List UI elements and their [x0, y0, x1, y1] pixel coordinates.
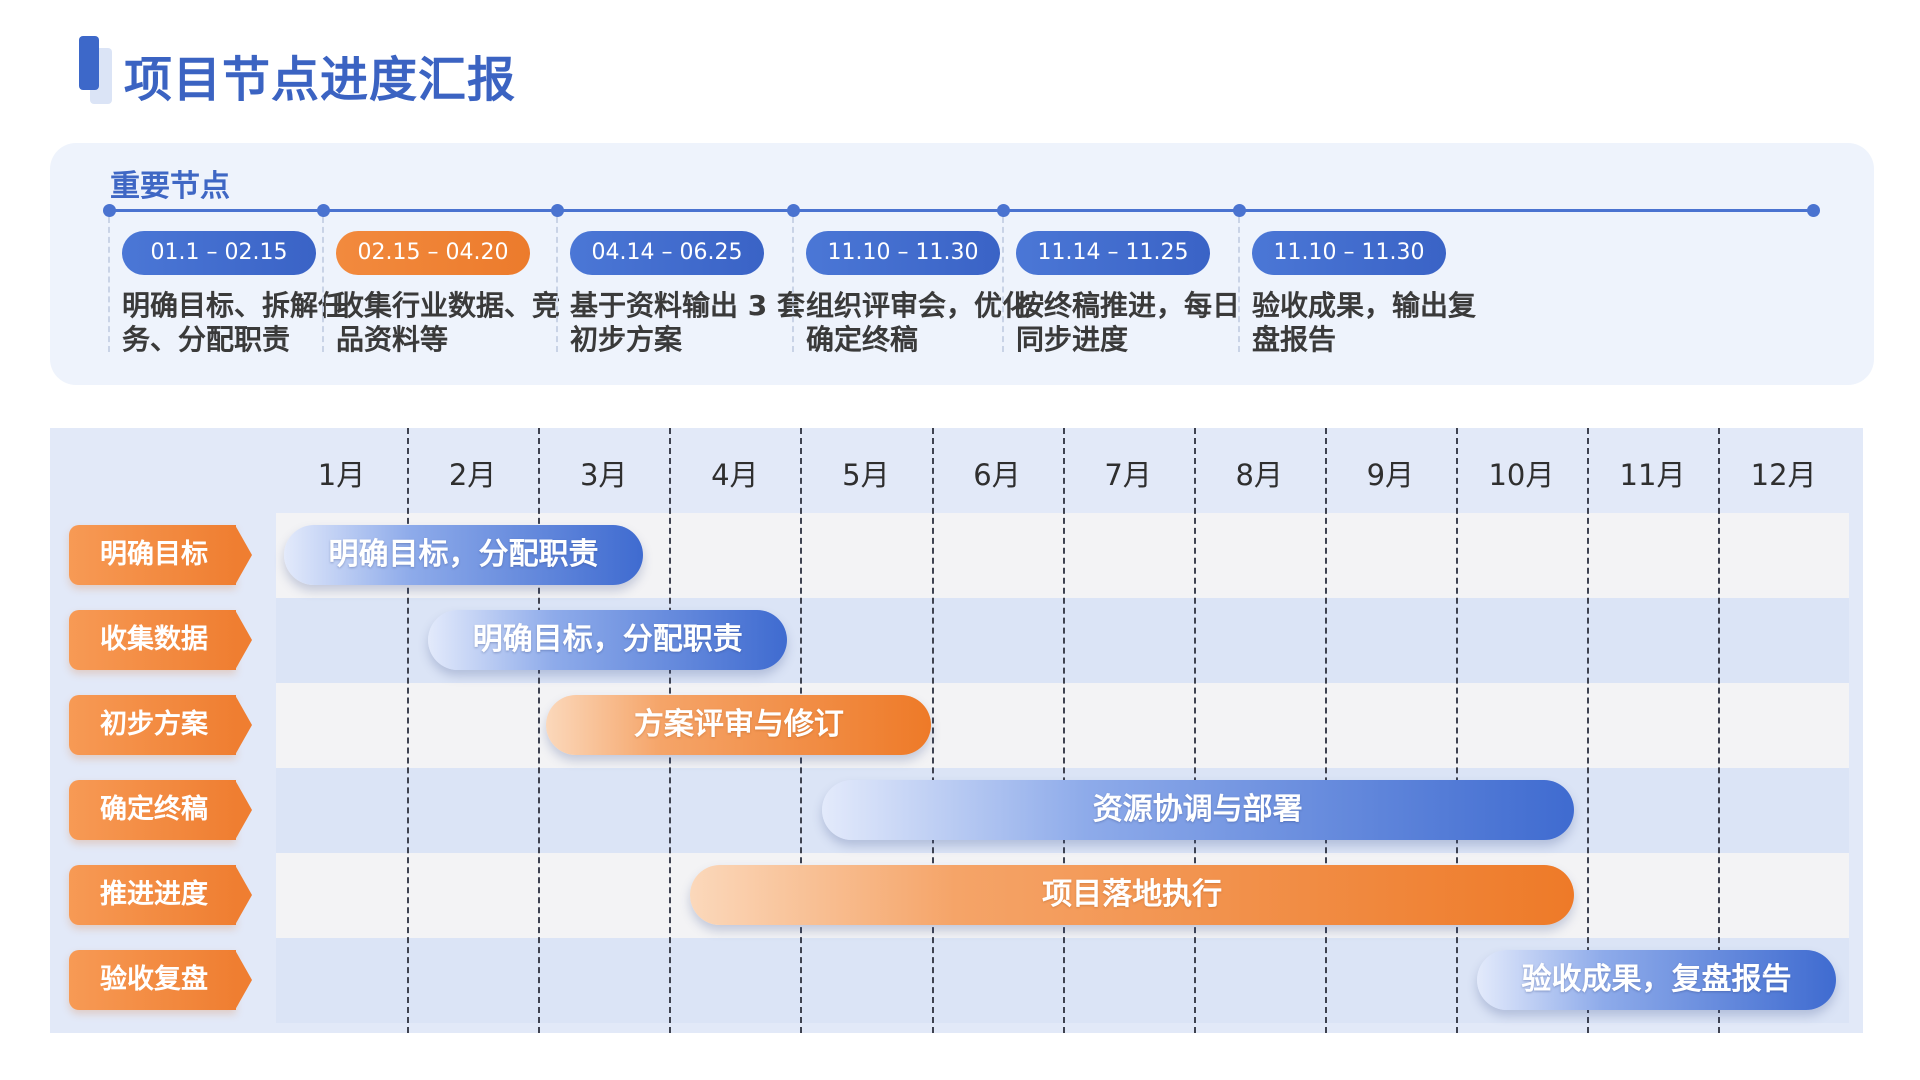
- month-divider: [1194, 428, 1196, 1033]
- row-label-arrow: [235, 780, 252, 840]
- row-label-tag: [69, 610, 236, 670]
- timeline-connector: [108, 217, 110, 352]
- row-label-arrow: [235, 865, 252, 925]
- gantt-row-label: 明确目标: [69, 525, 252, 585]
- title-accent-bar: [79, 36, 99, 90]
- key-nodes-title: 重要节点: [110, 169, 230, 204]
- month-divider: [538, 428, 540, 1033]
- milestone-description: 组织评审会，优化确定终稿: [806, 289, 1031, 356]
- gantt-row-label: 初步方案: [69, 695, 252, 755]
- timeline-connector: [322, 217, 324, 352]
- timeline-connector: [556, 217, 558, 352]
- gantt-row-label: 验收复盘: [69, 950, 252, 1010]
- timeline-connector: [1002, 217, 1004, 352]
- row-label-text: 推进进度: [100, 879, 208, 910]
- timeline-dot: [1233, 204, 1246, 217]
- row-label-arrow: [235, 695, 252, 755]
- gantt-row-label: 确定终稿: [69, 780, 252, 840]
- month-divider: [1325, 428, 1327, 1033]
- gantt-task-bar: 明确目标，分配职责: [428, 610, 788, 670]
- row-label-arrow: [235, 525, 252, 585]
- milestone-description: 明确目标、拆解任务、分配职责: [122, 289, 347, 356]
- month-divider: [1587, 428, 1589, 1033]
- milestone-description: 按终稿推进，每日同步进度: [1016, 289, 1241, 356]
- month-header: 8月: [1235, 458, 1283, 492]
- month-header: 2月: [448, 458, 497, 492]
- gantt-task-bar: 明确目标，分配职责: [284, 525, 644, 585]
- row-label-text: 初步方案: [100, 709, 208, 740]
- milestone-date-badge: 11.10 – 11.30: [1252, 231, 1446, 275]
- month-header: 5月: [842, 458, 890, 492]
- month-header: 12月: [1750, 458, 1817, 492]
- month-header: 4月: [711, 458, 759, 492]
- milestone-description: 基于资料输出 3 套初步方案: [570, 289, 805, 356]
- page-title: 项目节点进度汇报: [124, 52, 517, 108]
- milestone-description: 验收成果，输出复盘报告: [1252, 289, 1477, 356]
- month-header: 3月: [579, 458, 628, 492]
- timeline-line: [108, 209, 1814, 212]
- row-label-arrow: [235, 610, 252, 670]
- timeline-dot: [787, 204, 800, 217]
- row-label-text: 确定终稿: [100, 794, 208, 825]
- milestone-date-badge: 02.15 – 04.20: [336, 231, 530, 275]
- gantt-task-bar: 资源协调与部署: [821, 780, 1574, 840]
- month-divider: [932, 428, 934, 1033]
- timeline-connector: [792, 217, 794, 352]
- row-label-tag: [69, 525, 236, 585]
- month-divider: [1063, 428, 1065, 1033]
- month-header: 1月: [317, 458, 366, 492]
- row-label-text: 明确目标: [100, 539, 208, 570]
- gantt-task-bar: 验收成果，复盘报告: [1477, 950, 1837, 1010]
- row-label-text: 收集数据: [100, 624, 208, 655]
- gantt-row-label: 收集数据: [69, 610, 252, 670]
- timeline-end-dot: [1807, 204, 1820, 217]
- milestone-date-badge: 04.14 – 06.25: [570, 231, 764, 275]
- month-divider: [1718, 428, 1720, 1033]
- gantt-row-label: 推进进度: [69, 865, 252, 925]
- gantt-task-bar: 方案评审与修订: [546, 695, 932, 755]
- row-label-tag: [69, 695, 236, 755]
- row-label-arrow: [235, 950, 252, 1010]
- month-divider: [407, 428, 409, 1033]
- milestone-date-badge: 11.14 – 11.25: [1016, 231, 1210, 275]
- gantt-task-bar: 项目落地执行: [690, 865, 1574, 925]
- row-label-tag: [69, 950, 236, 1010]
- milestone-date-badge: 01.1 – 02.15: [122, 231, 316, 275]
- month-header: 10月: [1488, 458, 1555, 492]
- row-label-text: 验收复盘: [100, 964, 208, 995]
- timeline-dot: [997, 204, 1010, 217]
- row-label-tag: [69, 865, 236, 925]
- timeline-dot: [103, 204, 116, 217]
- month-divider: [1456, 428, 1458, 1033]
- row-label-tag: [69, 780, 236, 840]
- month-header: 9月: [1366, 458, 1415, 492]
- timeline-dot: [551, 204, 564, 217]
- gantt-chart: 1月 2月 3月 4月 5月 6月 7月 8月 9月 10月 11月 12月 明确目标收集数据初步方案…: [50, 428, 1863, 1033]
- milestone-description: 收集行业数据、竞品资料等: [336, 289, 561, 356]
- timeline-dot: [317, 204, 330, 217]
- month-header: 11月: [1619, 458, 1686, 492]
- key-nodes-panel: 重要节点 01.1 – 02.15 明确目标、拆解任务、分配职责 02.15 – 0…: [50, 143, 1874, 385]
- timeline-connector: [1238, 217, 1240, 352]
- milestone-date-badge: 11.10 – 11.30: [806, 231, 1000, 275]
- month-header: 6月: [973, 458, 1021, 492]
- month-header: 7月: [1104, 458, 1152, 492]
